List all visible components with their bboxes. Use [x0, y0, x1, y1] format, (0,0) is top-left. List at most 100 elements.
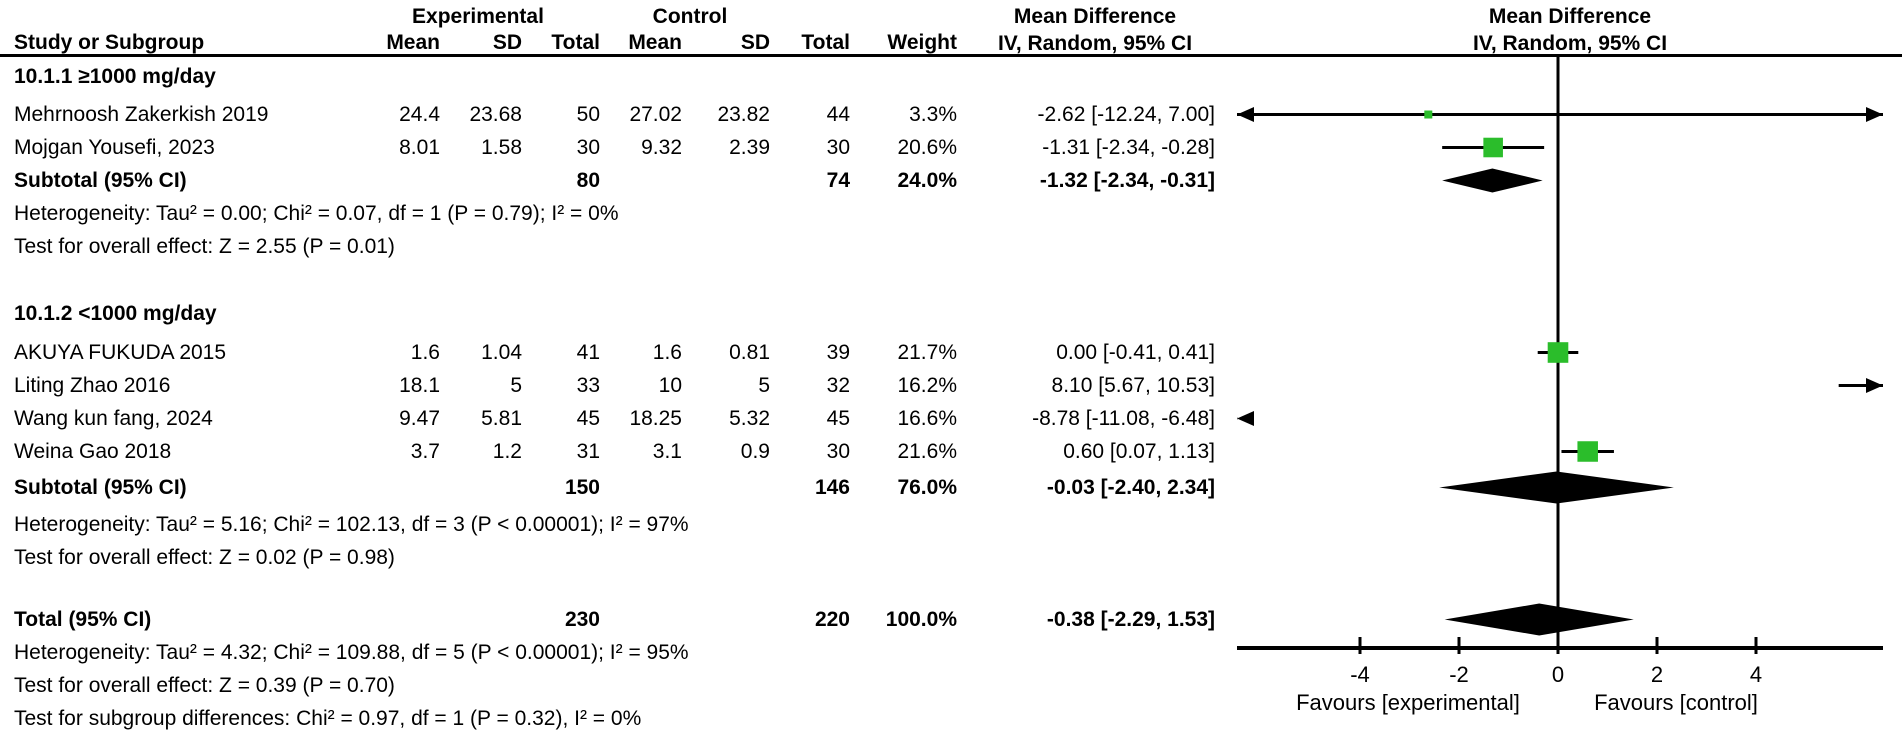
- col-total-ctl: Total: [801, 31, 850, 54]
- study-row: Liting Zhao 2016 18.1 5 33 10 5 32 16.2%…: [0, 369, 1215, 402]
- ci-arrow-right: [1866, 378, 1883, 393]
- axis-tick: [1358, 637, 1362, 654]
- total-exp: 45: [576, 407, 600, 430]
- subgroup-heading: 10.1.2 <1000 mg/day: [14, 302, 217, 325]
- subgroup-differences-text: Test for subgroup differences: Chi² = 0.…: [14, 707, 642, 730]
- ci-text: 0.60 [0.07, 1.13]: [1063, 440, 1215, 463]
- heterogeneity-text: Heterogeneity: Tau² = 5.16; Chi² = 102.1…: [14, 513, 689, 536]
- mean-ctl: 9.32: [641, 136, 682, 159]
- header-plot-subtitle: IV, Random, 95% CI: [1472, 32, 1668, 55]
- sd-exp: 23.68: [469, 103, 522, 126]
- total-ctl: 74: [826, 169, 850, 192]
- header-effect-title: Mean Difference: [1013, 5, 1177, 28]
- sd-ctl: 23.82: [717, 103, 770, 126]
- total-ctl: 32: [826, 374, 850, 397]
- weight: 76.0%: [897, 476, 957, 499]
- subtotal-row: Subtotal (95% CI) 80 74 24.0% -1.32 [-2.…: [0, 164, 1215, 197]
- ci-text: -1.31 [-2.34, -0.28]: [1042, 136, 1215, 159]
- ci-arrow-left: [1237, 411, 1254, 426]
- total-ctl: 30: [826, 440, 850, 463]
- total-ctl: 146: [814, 476, 850, 499]
- study-name: Wang kun fang, 2024: [14, 407, 213, 430]
- total-exp: 50: [576, 103, 600, 126]
- weight: 100.0%: [885, 608, 957, 631]
- ci-line: [1237, 113, 1883, 116]
- sd-exp: 5: [510, 374, 522, 397]
- study-name: Weina Gao 2018: [14, 440, 172, 463]
- total-ctl: 44: [826, 103, 850, 126]
- subtotal-label: Subtotal (95% CI): [14, 169, 187, 192]
- header-effect-subtitle: IV, Random, 95% CI: [997, 32, 1193, 55]
- col-mean-ctl: Mean: [628, 31, 682, 54]
- study-name: Mehrnoosh Zakerkish 2019: [14, 103, 269, 126]
- weight: 20.6%: [897, 136, 957, 159]
- study-row: Weina Gao 2018 3.7 1.2 31 3.1 0.9 30 21.…: [0, 435, 1215, 468]
- axis-tick-label: 4: [1750, 662, 1762, 687]
- header-control: Control: [652, 5, 728, 28]
- heterogeneity-text: Heterogeneity: Tau² = 4.32; Chi² = 109.8…: [14, 641, 689, 664]
- summary-diamond: [1442, 168, 1543, 193]
- mean-exp: 9.47: [399, 407, 440, 430]
- sd-exp: 1.04: [481, 341, 522, 364]
- overall-effect-text: Test for overall effect: Z = 0.02 (P = 0…: [14, 546, 395, 569]
- sd-ctl: 2.39: [729, 136, 770, 159]
- mean-ctl: 3.1: [652, 440, 682, 463]
- study-name: AKUYA FUKUDA 2015: [14, 341, 227, 364]
- weight: 24.0%: [897, 169, 957, 192]
- sd-ctl: 0.81: [729, 341, 770, 364]
- total-exp: 80: [576, 169, 600, 192]
- col-total-exp: Total: [551, 31, 600, 54]
- weight: 16.2%: [897, 374, 957, 397]
- ci-arrow-right: [1866, 107, 1883, 122]
- ci-text: -8.78 [-11.08, -6.48]: [1032, 407, 1215, 430]
- subgroup-heading: 10.1.1 ≥1000 mg/day: [14, 65, 216, 88]
- total-exp: 150: [564, 476, 600, 499]
- sd-exp: 1.2: [492, 440, 522, 463]
- mean-ctl: 18.25: [629, 407, 682, 430]
- study-row: AKUYA FUKUDA 2015 1.6 1.04 41 1.6 0.81 3…: [0, 336, 1215, 369]
- weight: 16.6%: [897, 407, 957, 430]
- sd-ctl: 5: [758, 374, 770, 397]
- mean-exp: 24.4: [399, 103, 440, 126]
- total-exp: 230: [564, 608, 600, 631]
- header-rule: [0, 54, 1902, 57]
- total-exp: 33: [576, 374, 600, 397]
- mean-exp: 8.01: [399, 136, 440, 159]
- sd-ctl: 5.32: [729, 407, 770, 430]
- overall-effect-text: Test for overall effect: Z = 2.55 (P = 0…: [14, 235, 395, 258]
- favours-left-label: Favours [experimental]: [1296, 690, 1520, 715]
- ci-text: 8.10 [5.67, 10.53]: [1051, 374, 1215, 397]
- effect-square: [1483, 137, 1503, 158]
- ci-text: -0.03 [-2.40, 2.34]: [1046, 476, 1215, 499]
- subtotal-row: Subtotal (95% CI) 150 146 76.0% -0.03 [-…: [0, 471, 1215, 504]
- study-row: Mojgan Yousefi, 2023 8.01 1.58 30 9.32 2…: [0, 131, 1215, 164]
- total-row: Total (95% CI) 230 220 100.0% -0.38 [-2.…: [0, 603, 1215, 636]
- axis-tick: [1457, 637, 1461, 654]
- study-row: Wang kun fang, 2024 9.47 5.81 45 18.25 5…: [0, 402, 1215, 435]
- column-header-row: Study or Subgroup Mean SD Total Mean SD …: [0, 26, 1215, 59]
- axis-tick: [1754, 637, 1758, 654]
- sd-exp: 1.58: [481, 136, 522, 159]
- x-axis: [1237, 646, 1883, 650]
- total-ctl: 45: [826, 407, 850, 430]
- total-ctl: 30: [826, 136, 850, 159]
- summary-diamond: [1439, 471, 1674, 504]
- axis-tick-label: 2: [1651, 662, 1663, 687]
- total-ctl: 220: [814, 608, 850, 631]
- total-label: Total (95% CI): [14, 608, 152, 631]
- sd-exp: 5.81: [481, 407, 522, 430]
- ci-text: 0.00 [-0.41, 0.41]: [1056, 341, 1215, 364]
- col-study: Study or Subgroup: [14, 31, 205, 54]
- axis-tick-label: -2: [1449, 662, 1469, 687]
- heterogeneity-text: Heterogeneity: Tau² = 0.00; Chi² = 0.07,…: [14, 202, 619, 225]
- study-name: Liting Zhao 2016: [14, 374, 171, 397]
- col-sd-ctl: SD: [740, 31, 770, 54]
- header-experimental: Experimental: [412, 5, 544, 28]
- col-mean-exp: Mean: [386, 31, 440, 54]
- ci-text: -1.32 [-2.34, -0.31]: [1039, 169, 1215, 192]
- summary-diamond: [1444, 603, 1634, 636]
- total-exp: 41: [576, 341, 600, 364]
- col-sd-exp: SD: [492, 31, 522, 54]
